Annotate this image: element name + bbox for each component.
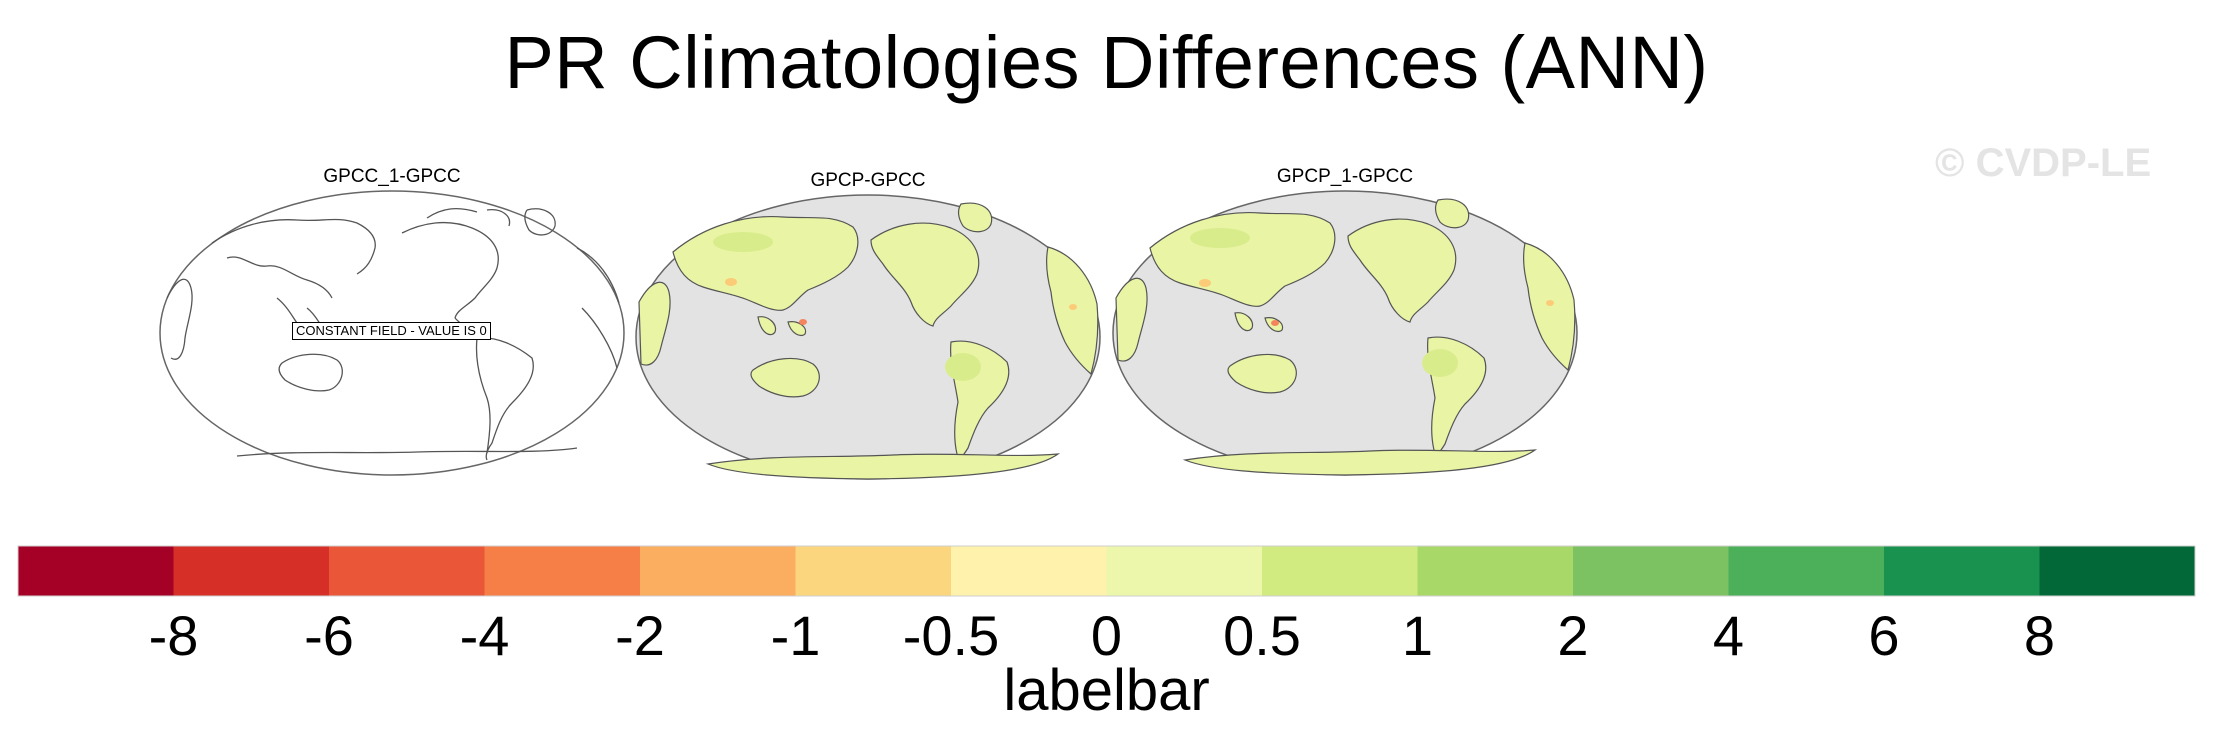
labelbar-outline (17, 545, 2196, 597)
labelbar-tick-label: 8 (2023, 604, 2056, 667)
labelbar-box (1884, 546, 2040, 596)
labelbar-box (1417, 546, 1574, 596)
map-panel-1: GPCC_1-GPCC CONS (157, 164, 627, 476)
land-shading-2 (713, 232, 1077, 381)
labelbar-tick-label: -2 (615, 604, 665, 667)
labelbar-box (18, 546, 174, 596)
panel-title-1: GPCC_1-GPCC (323, 166, 461, 187)
labelbar-box (795, 546, 952, 596)
labelbar-tick-label: 0.5 (1223, 604, 1301, 667)
dry-spot (799, 319, 807, 325)
labelbar-tick-label: -4 (459, 604, 510, 667)
labelbar-box (951, 546, 1107, 596)
labelbar-tick-label: 2 (1557, 604, 1589, 667)
labelbar-tick-label: 4 (1712, 604, 1745, 667)
dry-spot (725, 278, 737, 286)
watermark: © CVDP-LE (1935, 141, 2152, 185)
labelbar-box (484, 546, 641, 596)
dry-spot (1546, 300, 1554, 306)
green-patch (1422, 349, 1458, 377)
labelbar-tick-label: 0 (1090, 604, 1123, 667)
panel-title-2: GPCP-GPCC (810, 170, 926, 191)
labelbar-boxes (17, 545, 2196, 597)
labelbar-box (329, 546, 485, 596)
labelbar-tick-label: -6 (304, 604, 354, 667)
green-patch (1190, 228, 1250, 248)
green-patch (713, 232, 773, 252)
panel-title-3: GPCP_1-GPCC (1276, 166, 1414, 187)
labelbar-tick-label: 1 (1401, 604, 1434, 667)
dry-spot (1271, 320, 1279, 326)
green-patch (945, 353, 981, 381)
labelbar-box (1573, 546, 1729, 596)
labelbar-tick-label: 6 (1868, 604, 1900, 667)
land-shading-3 (1190, 228, 1554, 377)
labelbar-box (640, 546, 796, 596)
constant-field-label: CONSTANT FIELD - VALUE IS 0 (292, 322, 491, 340)
labelbar-box (173, 546, 330, 596)
map-panel-3: GPCP_1-GPCC (1110, 164, 1580, 476)
labelbar-title: labelbar (1003, 658, 1210, 723)
labelbar-tick-label: -1 (770, 604, 821, 667)
labelbar-box (2039, 546, 2196, 596)
world-map-3 (1112, 190, 1578, 476)
labelbar-tick-label: -8 (148, 604, 199, 667)
map-panel-2: GPCP-GPCC (633, 168, 1103, 480)
land-3 (1115, 198, 1576, 476)
dry-spot (1199, 279, 1211, 287)
world-map-2 (635, 194, 1101, 480)
labelbar-box (1728, 546, 1885, 596)
dry-spot (1069, 304, 1077, 310)
labelbar-box (1106, 546, 1263, 596)
labelbar-tick-label: -0.5 (902, 604, 1000, 667)
labelbar-box (1262, 546, 1418, 596)
page-title: PR Climatologies Differences (ANN) (504, 21, 1709, 104)
